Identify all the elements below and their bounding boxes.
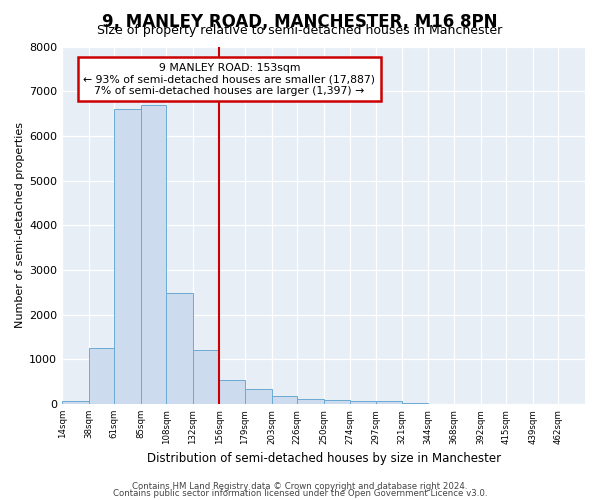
Bar: [272, 396, 297, 404]
Bar: [220, 380, 245, 404]
Y-axis label: Number of semi-detached properties: Number of semi-detached properties: [15, 122, 25, 328]
Bar: [376, 402, 402, 404]
Bar: [166, 293, 193, 404]
Bar: [114, 109, 141, 404]
Bar: [323, 400, 350, 404]
Text: Size of property relative to semi-detached houses in Manchester: Size of property relative to semi-detach…: [97, 24, 503, 37]
Text: 9 MANLEY ROAD: 153sqm
← 93% of semi-detached houses are smaller (17,887)
7% of s: 9 MANLEY ROAD: 153sqm ← 93% of semi-deta…: [83, 62, 376, 96]
Bar: [89, 348, 114, 404]
Bar: [297, 398, 323, 404]
Text: Contains public sector information licensed under the Open Government Licence v3: Contains public sector information licen…: [113, 490, 487, 498]
Bar: [350, 400, 376, 404]
Bar: [193, 350, 220, 404]
X-axis label: Distribution of semi-detached houses by size in Manchester: Distribution of semi-detached houses by …: [146, 452, 500, 465]
Text: 9, MANLEY ROAD, MANCHESTER, M16 8PN: 9, MANLEY ROAD, MANCHESTER, M16 8PN: [102, 12, 498, 30]
Bar: [141, 104, 166, 404]
Bar: [245, 389, 272, 404]
Bar: [62, 400, 89, 404]
Text: Contains HM Land Registry data © Crown copyright and database right 2024.: Contains HM Land Registry data © Crown c…: [132, 482, 468, 491]
